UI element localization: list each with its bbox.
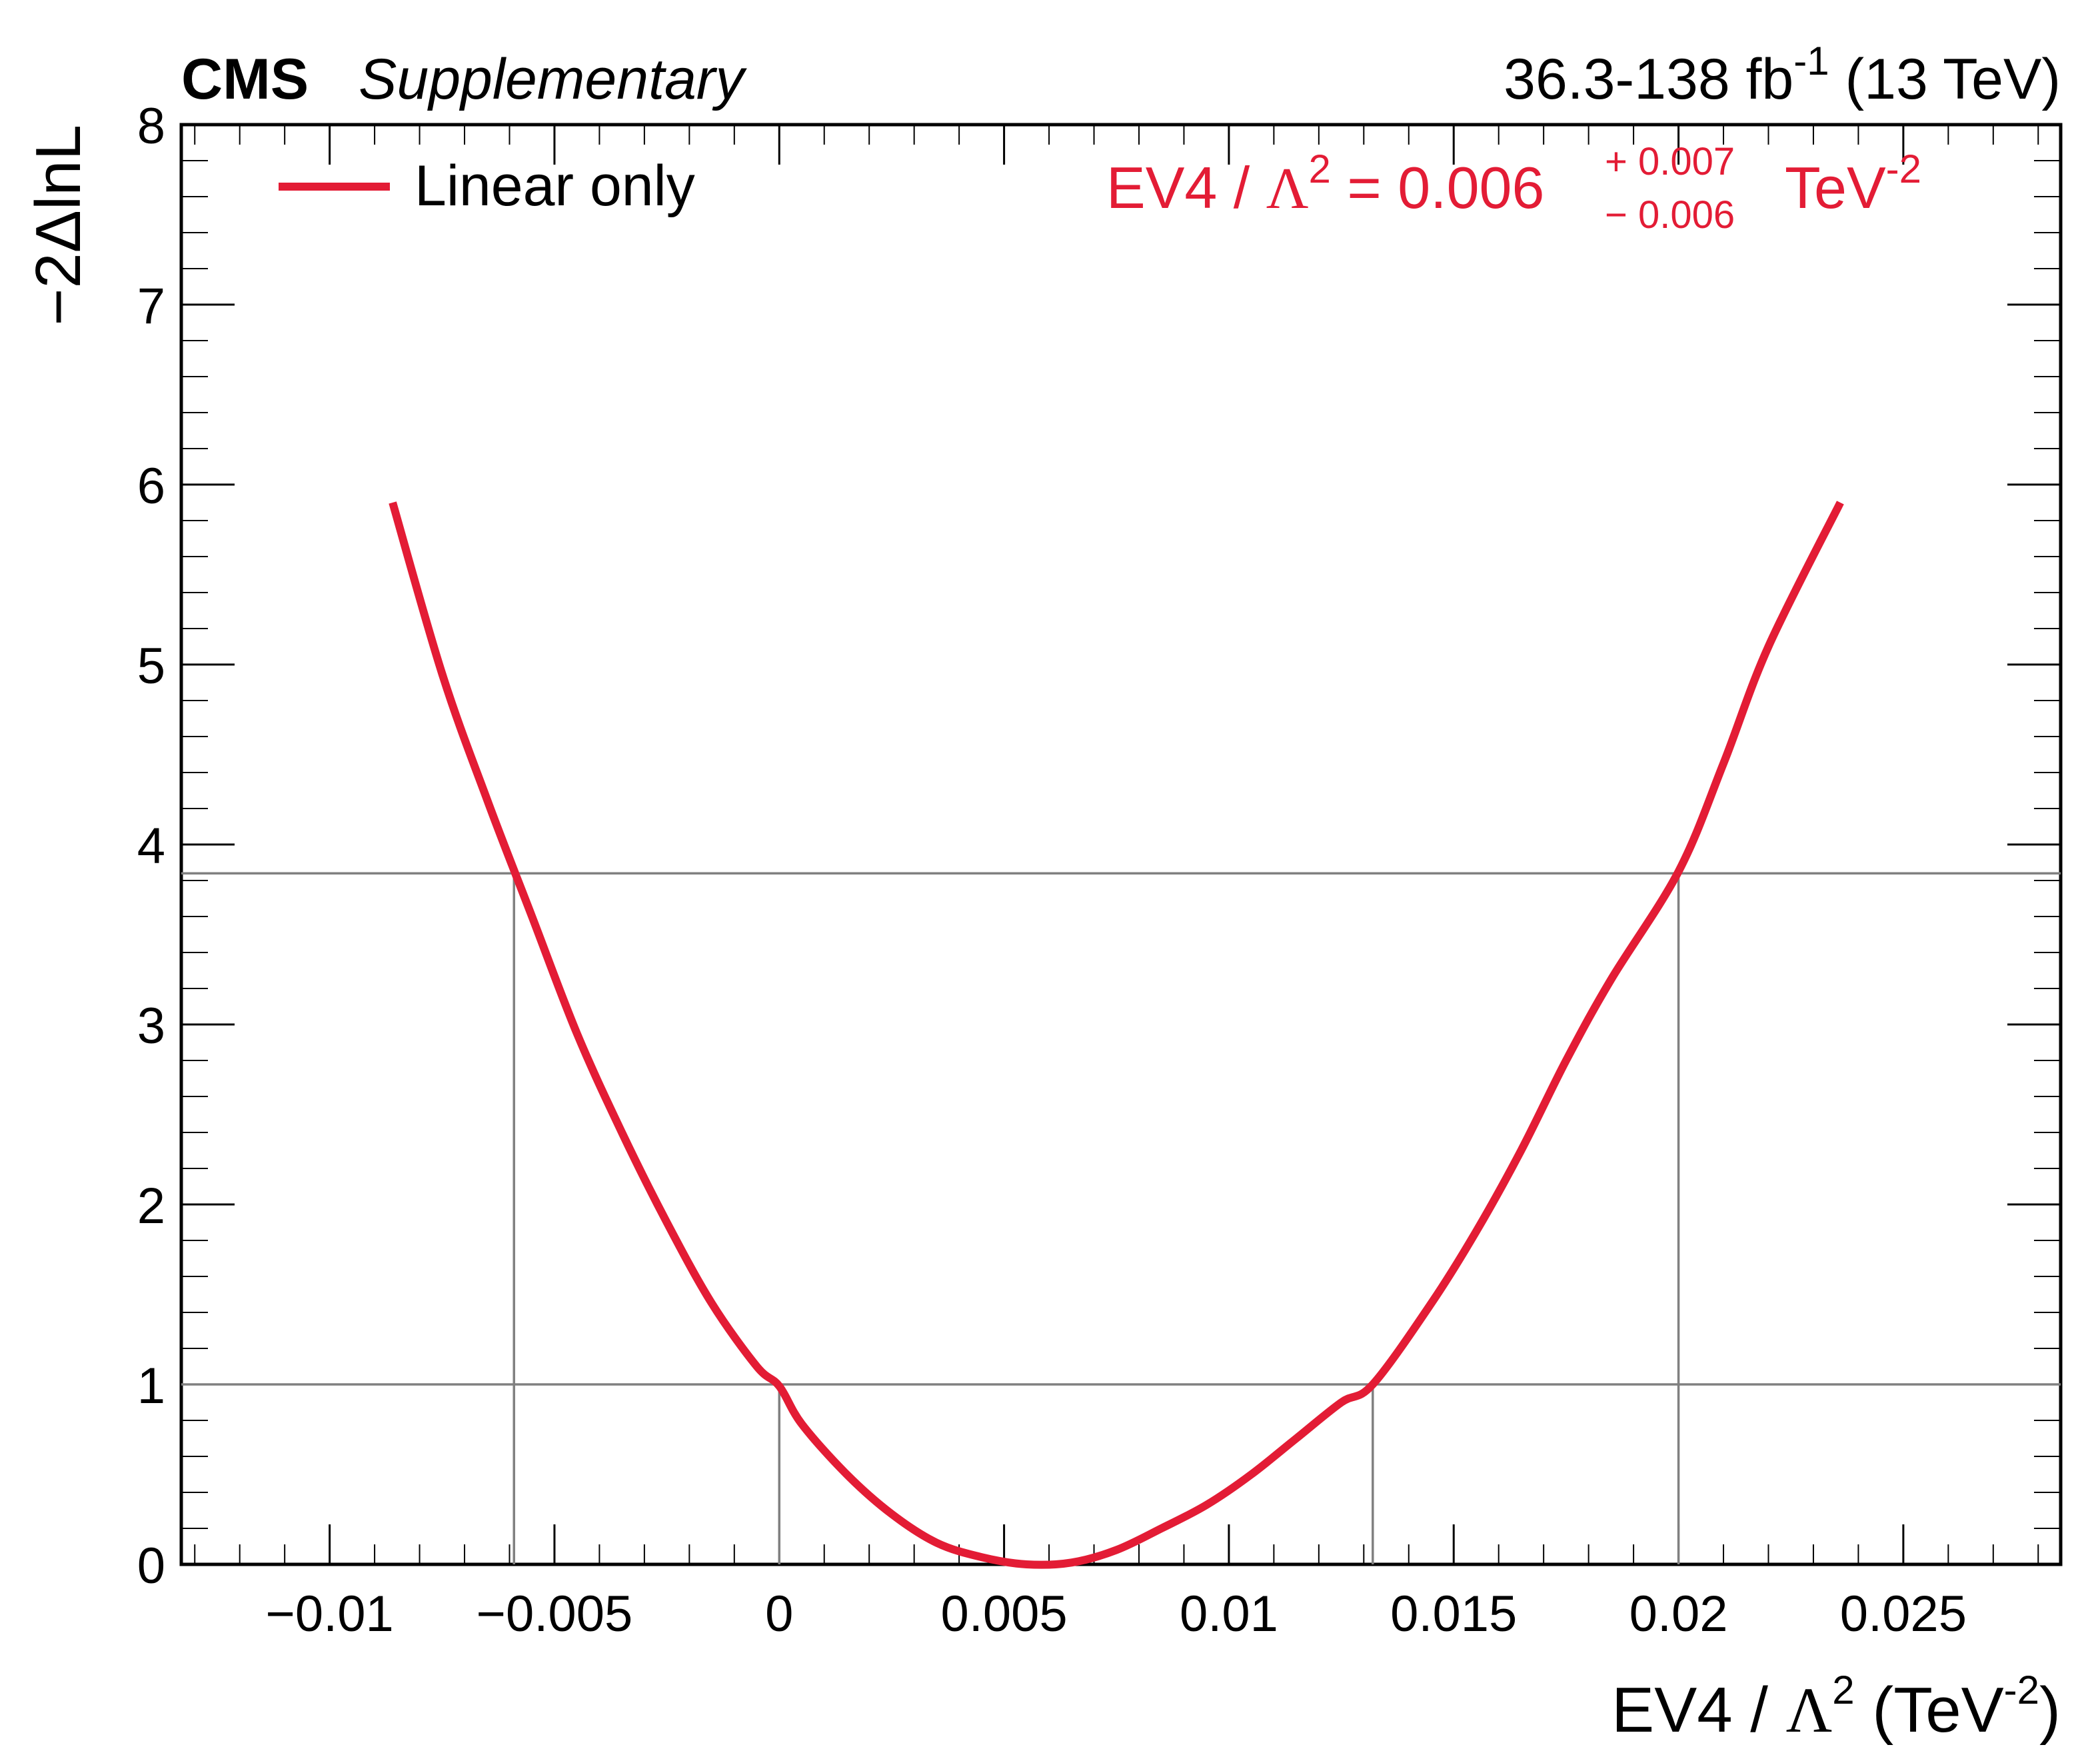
svg-text:+ 0.007: + 0.007 [1605,140,1735,183]
x-tick-label: −0.005 [477,1586,633,1642]
x-tick-label: 0.025 [1840,1586,1967,1642]
legend-entry-label: Linear only [415,154,695,218]
x-tick-label: 0.015 [1390,1586,1517,1642]
likelihood-curve [389,501,1844,1569]
reference-lines [181,872,2061,1564]
lumi-label: 36.3-138 fb-1 (13 TeV) [1504,39,2061,111]
axis-tick-labels: −0.01 −0.005 0 0.005 0.01 0.015 0.02 0.025 0 1 2 3 4… [137,98,1967,1642]
y-tick-label: 5 [137,638,165,695]
y-tick-label: 3 [137,998,165,1054]
y-axis-title: −2ΔlnL [23,125,94,326]
x-tick-label: 0.01 [1180,1586,1278,1642]
x-tick-label: −0.01 [265,1586,393,1642]
y-tick-label: 0 [137,1538,165,1594]
experiment-label: CMS [181,47,309,111]
y-tick-label: 8 [137,98,165,155]
fit-result-annotation: EV4 / Λ2 = 0.006 + 0.007 − 0.006 TeV-2 [1106,140,1921,237]
y-tick-label: 7 [137,278,165,335]
x-axis-title: EV4 / Λ2 (TeV-2) [1611,1668,2061,1746]
y-tick-label: 2 [137,1178,165,1234]
svg-text:EV4 / Λ2 = 0.006: EV4 / Λ2 = 0.006 [1106,147,1544,221]
y-tick-label: 4 [137,818,165,875]
svg-text:TeV-2: TeV-2 [1785,147,1921,221]
y-tick-label: 1 [137,1358,165,1414]
y-tick-label: 6 [137,458,165,515]
x-tick-label: 0.02 [1629,1586,1728,1642]
svg-text:− 0.006: − 0.006 [1605,193,1735,237]
x-tick-label: 0 [765,1586,793,1642]
plot-frame [179,123,2063,1566]
x-tick-label: 0.005 [940,1586,1067,1642]
supplementary-label: Supplementary [359,47,747,111]
axis-ticks [181,123,2061,1566]
